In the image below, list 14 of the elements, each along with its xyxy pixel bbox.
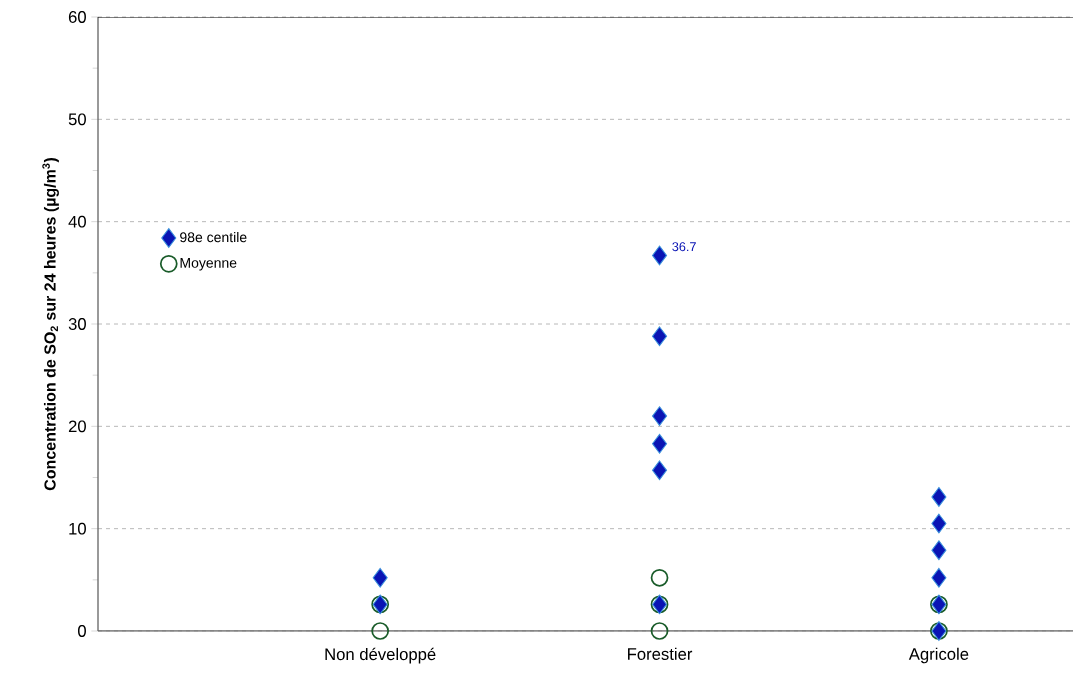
y-tick-label: 50 xyxy=(68,113,86,126)
legend-label: Moyenne xyxy=(180,258,237,271)
x-tick-label: Agricole xyxy=(908,647,969,664)
legend-label: 98e centile xyxy=(180,231,247,243)
y-tick-label: 20 xyxy=(68,420,86,433)
x-tick-label: Forestier xyxy=(628,647,693,660)
y-axis-title: Concentration de SO$_{2}$ sur 24 heures (µg/m$^{3}$) xyxy=(42,158,59,491)
y-tick-label: 40 xyxy=(68,215,86,228)
y-tick-label: 30 xyxy=(68,318,86,330)
x-tick-label: Non développé xyxy=(325,647,436,664)
y-tick-label: 60 xyxy=(68,11,86,23)
y-tick-label: 10 xyxy=(69,522,86,535)
y-tick-label: 0 xyxy=(78,625,86,637)
data-label: 36.7 xyxy=(672,242,696,252)
